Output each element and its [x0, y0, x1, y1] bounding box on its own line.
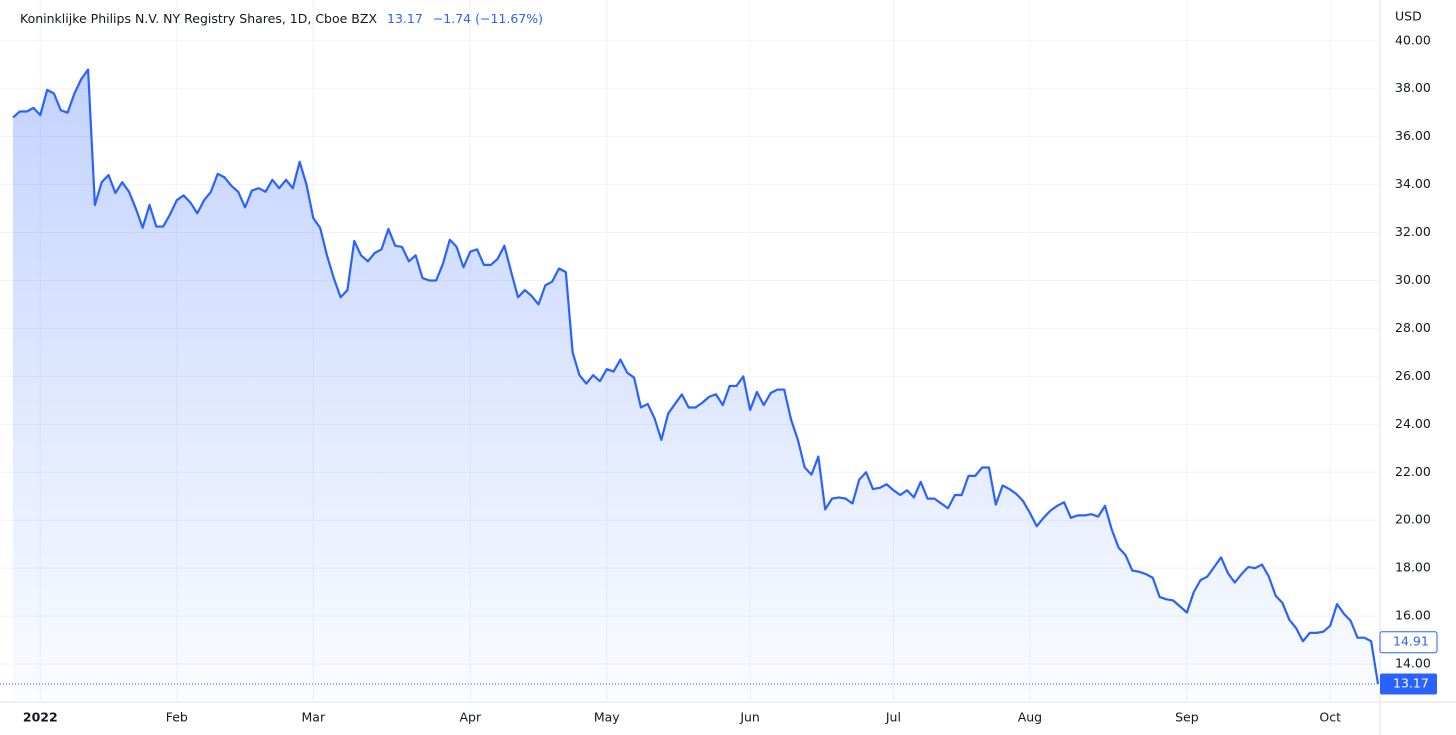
- last-price-badge: [1380, 673, 1437, 695]
- x-tick-label: May: [594, 710, 620, 725]
- x-tick-label: Jun: [739, 710, 760, 725]
- last-price: 13.17: [387, 11, 423, 26]
- x-tick-label: Oct: [1319, 710, 1341, 725]
- x-tick-label: Apr: [459, 710, 481, 725]
- x-tick-label: Sep: [1175, 710, 1199, 725]
- x-tick-label: Jul: [885, 710, 901, 725]
- x-tick-label: Aug: [1018, 710, 1042, 725]
- y-tick-label: 18.00: [1395, 560, 1431, 575]
- y-tick-label: 38.00: [1395, 80, 1431, 95]
- y-tick-label: 36.00: [1395, 128, 1431, 143]
- y-tick-label: 16.00: [1395, 608, 1431, 623]
- y-tick-label: 24.00: [1395, 416, 1431, 431]
- price-line: [12, 68, 1380, 685]
- prev-close-label: 14.91: [1393, 634, 1429, 649]
- y-tick-label: 40.00: [1395, 32, 1431, 47]
- y-tick-label: 26.00: [1395, 368, 1431, 383]
- y-tick-label: 20.00: [1395, 512, 1431, 527]
- x-tick-label: Mar: [302, 710, 326, 725]
- price-change: −1.74 (−11.67%): [433, 11, 543, 26]
- header: Koninklijke Philips N.V. NY Registry Sha…: [20, 11, 543, 26]
- y-tick-label: 30.00: [1395, 272, 1431, 287]
- axes: 14.00 16.00 18.00 20.00 22.00 24.00 26.00 28.00…: [23, 32, 1438, 725]
- x-tick-label: 2022: [23, 710, 58, 725]
- area-fill: [13, 69, 1378, 700]
- chart-title: Koninklijke Philips N.V. NY Registry Sha…: [20, 11, 377, 26]
- plot: [0, 68, 1380, 700]
- y-tick-label: 34.00: [1395, 176, 1431, 191]
- currency-label: USD: [1395, 9, 1422, 24]
- prev-close-badge: [1379, 631, 1438, 654]
- x-tick-label: Feb: [166, 710, 188, 725]
- last-price-label: 13.17: [1393, 675, 1429, 690]
- y-tick-label: 32.00: [1395, 224, 1431, 239]
- y-tick-label: 28.00: [1395, 320, 1431, 335]
- y-tick-label: 14.00: [1395, 656, 1431, 671]
- y-tick-label: 22.00: [1395, 464, 1431, 479]
